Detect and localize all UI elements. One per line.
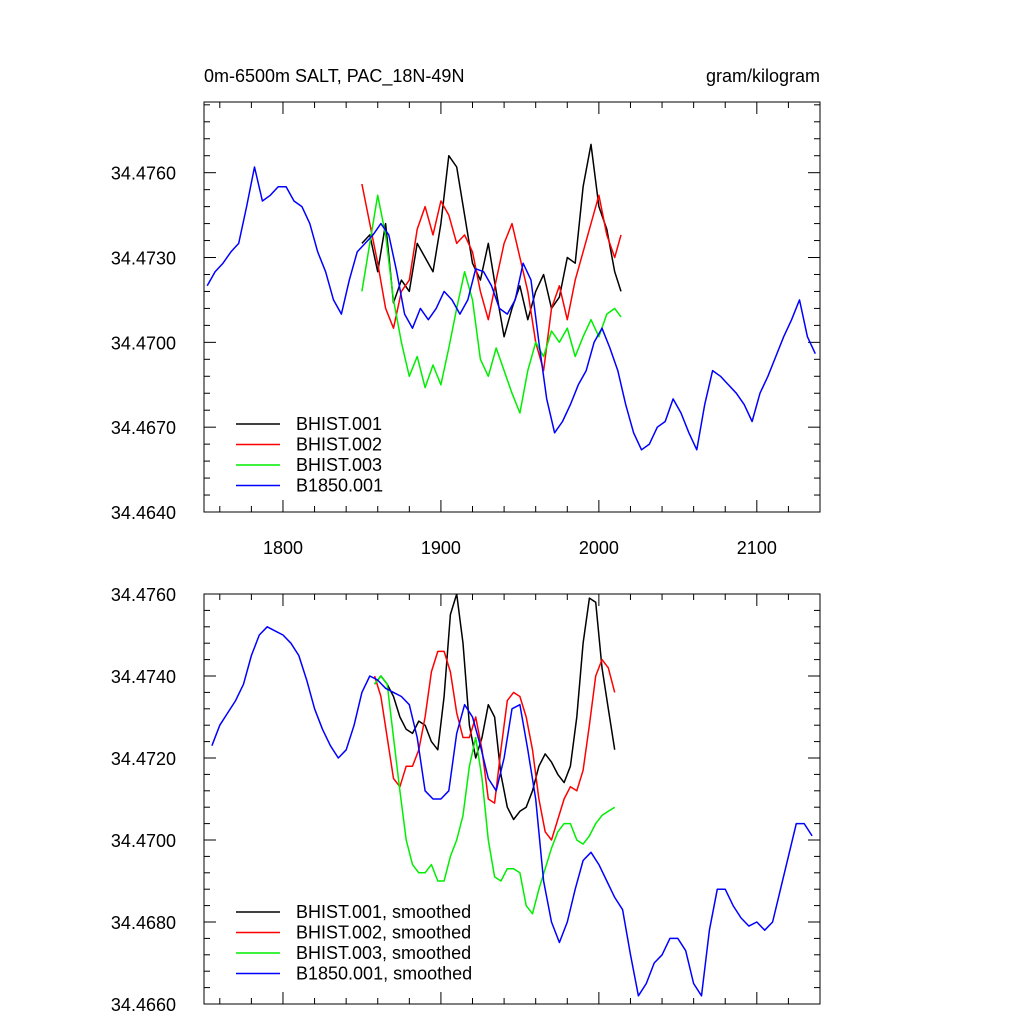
y-tick-label: 34.4700 [111,333,176,353]
bottom-panel-series [211,594,813,997]
y-tick-label: 34.4660 [111,995,176,1015]
x-tick-label: 2000 [579,538,619,558]
legend-label: B1850.001, smoothed [296,964,472,984]
y-tick-label: 34.4730 [111,249,176,269]
series-line-2 [373,650,616,841]
series-line-2 [361,183,622,372]
x-tick-label: 1800 [263,538,303,558]
top-panel-series [206,143,816,451]
legend-label: BHIST.001 [296,414,382,434]
top-panel-frame [203,101,821,513]
legend-label: BHIST.002, smoothed [296,923,471,943]
y-tick-label: 34.4640 [111,503,176,523]
top-panel-axes: 1800 1900 2000 2100 34.4640 34.4670 34.4700 34.… [111,102,821,558]
bottom-panel-axes: 34.4660 34.4680 34.4700 34.4720 34.4740 34.47… [111,585,821,1015]
legend-label: BHIST.003, smoothed [296,943,471,963]
legend-label: B1850.001 [296,476,383,496]
x-tick-label: 2100 [737,538,777,558]
y-tick-label: 34.4680 [111,913,176,933]
y-tick-label: 34.4760 [111,164,176,184]
y-tick-label: 34.4720 [111,749,176,769]
bottom-panel: 34.4660 34.4680 34.4700 34.4720 34.4740 34.47… [111,585,821,1015]
y-tick-label: 34.4700 [111,831,176,851]
legend-label: BHIST.002 [296,435,382,455]
series-line-4 [211,626,813,997]
y-tick-label: 34.4760 [111,585,176,605]
y-tick-label: 34.4670 [111,418,176,438]
series-line-4 [206,166,816,451]
x-tick-label: 1900 [421,538,461,558]
top-panel: 0m-6500m SALT, PAC_18N-49N gram/kilogram… [111,66,821,558]
legend-label: BHIST.003 [296,455,382,475]
series-line-3 [361,194,622,414]
top-panel-units: gram/kilogram [706,66,820,86]
legend-label: BHIST.001, smoothed [296,902,471,922]
bottom-panel-frame [203,593,821,1005]
top-panel-title: 0m-6500m SALT, PAC_18N-49N [204,66,464,87]
series-line-3 [374,675,616,915]
y-tick-label: 34.4740 [111,667,176,687]
